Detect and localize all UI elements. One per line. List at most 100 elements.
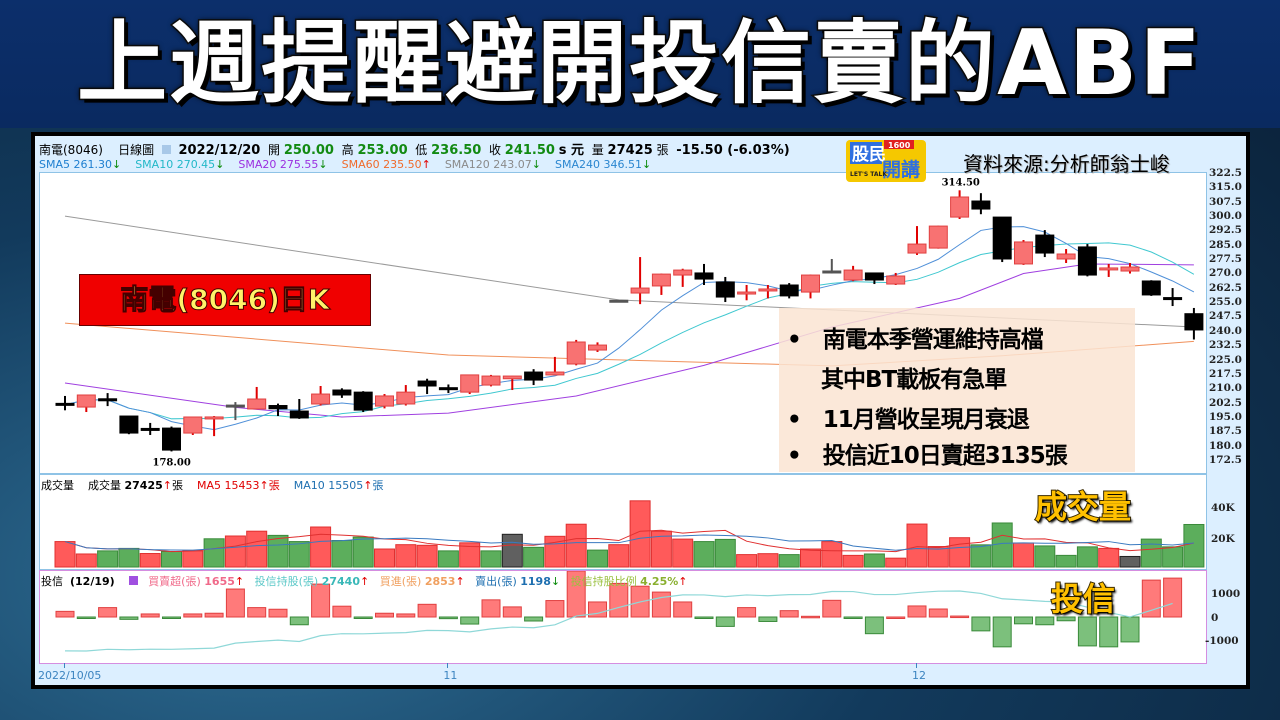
candle-body (460, 374, 480, 393)
inst-date: (12/19) (70, 575, 115, 588)
volume-axis-tick: 40K (1211, 502, 1235, 514)
candle-body (524, 371, 544, 381)
candle-body (119, 415, 139, 434)
chart-window: 南電(8046) 日線圖 2022/12/20 開 250.00 高 253.0… (31, 132, 1250, 689)
inst-net-bar (332, 605, 352, 618)
candle-body (204, 416, 224, 420)
inst-overlay-label: 投信 (1050, 579, 1116, 619)
candle-body (183, 416, 203, 434)
volume-bar (118, 547, 140, 568)
stock-name: 南電(8046) (39, 143, 103, 157)
inst-legend: 投信 (12/19) 買賣超(張) 1655↑ 投信持股(張) 27440↑ 買… (41, 575, 688, 588)
volume-bar (352, 536, 374, 568)
volume-chart (54, 500, 1205, 568)
chart-type[interactable]: 日線圖 (118, 143, 155, 157)
sma-legend-item: SMA60 235.50↑ (341, 158, 431, 171)
price-axis-tick: 240.0 (1209, 324, 1242, 337)
inst-ratio-label: 投信持股比例 (570, 575, 637, 588)
inst-chart (55, 570, 1183, 652)
inst-holding-line (64, 590, 1173, 652)
volume-bar (75, 553, 97, 568)
volume-bar (416, 544, 438, 568)
candle-body (886, 275, 906, 285)
inst-axis-tick: 1000 (1211, 588, 1241, 600)
volume-bar (161, 551, 182, 568)
inst-net-bar (375, 612, 394, 618)
vol-unit: 張 (656, 143, 669, 157)
svg-text:開講: 開講 (882, 158, 920, 181)
price-axis-tick: 247.5 (1209, 310, 1242, 323)
volume-value: 27425 (124, 479, 163, 492)
volume-ma5-line (64, 529, 1195, 553)
candle-body (502, 375, 522, 380)
inst-net-bar (950, 615, 970, 619)
inst-net-bar (758, 616, 778, 622)
candle-body (438, 387, 458, 391)
date-label: 2022/10/05 (38, 669, 102, 682)
price-axis-tick: 322.5 (1209, 167, 1242, 179)
price-axis-tick: 292.5 (1209, 224, 1242, 237)
inst-net-bar (460, 616, 480, 625)
price-axis-tick: 210.0 (1209, 382, 1242, 395)
low-value: 236.50 (431, 143, 482, 158)
inst-net-bar (76, 616, 96, 619)
candle-body (630, 287, 650, 294)
volume-bar (54, 541, 76, 568)
volume-bar (800, 548, 821, 568)
volume-bar (629, 500, 651, 568)
show-logo: 股民 1600 開講 LET'S TALK (846, 140, 926, 182)
inst-net-bar (1141, 579, 1161, 618)
price-axis-tick: 217.5 (1209, 367, 1242, 380)
volume-bar (267, 534, 289, 568)
volume-bar (224, 535, 246, 568)
inst-net-bar (289, 616, 309, 626)
candle-body (822, 270, 842, 274)
candle-body (311, 393, 331, 405)
sma-legend: SMA5 261.30↓ SMA10 270.45↓ SMA20 275.55↓ SM… (39, 158, 665, 171)
volume-bar (501, 533, 523, 568)
candle-body (950, 196, 970, 218)
inst-net-bar (1120, 616, 1140, 643)
high-value: 253.00 (357, 143, 408, 158)
inst-net-bar (396, 613, 416, 618)
volume-unit: 張 (172, 479, 183, 492)
volume-bar (310, 526, 332, 568)
volume-bar (842, 554, 864, 568)
high-annotation: 314.50 (942, 177, 980, 188)
volume-legend: 成交量 成交量 27425↑張 MA5 15453↑張 MA10 15505↑張 (41, 479, 384, 492)
volume-bar (246, 530, 268, 568)
trend-arrow-icon: ↓ (215, 158, 225, 171)
candle-body (1120, 266, 1140, 272)
inst-net-bar (481, 599, 501, 618)
svg-text:1600: 1600 (888, 141, 911, 150)
candle-body (1014, 241, 1033, 265)
calendar-icon[interactable] (161, 145, 171, 154)
inst-net-bar (417, 603, 437, 618)
price-axis-tick: 187.5 (1209, 425, 1242, 438)
inst-net-bar (1014, 616, 1033, 625)
price-axis-tick: 285.0 (1209, 238, 1242, 251)
price-chart: 314.50 178.00 (55, 177, 1204, 468)
list-icon[interactable] (128, 576, 138, 585)
volume-bar (885, 557, 907, 568)
volume-bar (523, 546, 545, 568)
candle-body (907, 243, 927, 254)
price-axis-tick: 307.5 (1209, 195, 1242, 208)
price-axis-tick: 180.0 (1209, 439, 1242, 452)
inst-buy-label: 買進(張) (379, 575, 422, 588)
note-line: • 投信近10日賣超3135張 (787, 443, 1068, 469)
volume-pane (39, 474, 1207, 570)
inst-net-bar (843, 616, 863, 619)
inst-net-bar (566, 570, 586, 618)
candle-body (1163, 297, 1183, 301)
price-axis-tick: 202.5 (1209, 396, 1242, 409)
volume-bar (778, 554, 800, 568)
inst-net-bar (864, 616, 884, 635)
annotation-box: • 南電本季營運維持高檔 其中BT載板有急單 • 11月營收呈現月衰退 • 投信… (779, 308, 1135, 472)
candle-body (651, 273, 671, 287)
candle-body (76, 394, 96, 408)
volume-bar (714, 538, 736, 568)
candle-body (864, 272, 884, 281)
high-label: 高 (341, 143, 354, 157)
inst-sell: 1198 (520, 575, 551, 588)
